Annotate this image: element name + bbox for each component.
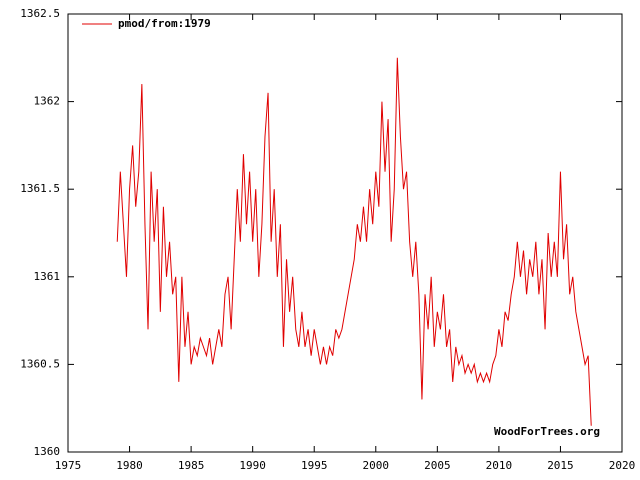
x-tick-label: 2020 bbox=[609, 459, 636, 472]
x-tick-label: 1985 bbox=[178, 459, 205, 472]
x-tick-label: 1975 bbox=[55, 459, 82, 472]
x-tick-label: 2005 bbox=[424, 459, 451, 472]
x-tick-label: 2015 bbox=[547, 459, 574, 472]
plot-frame bbox=[67, 13, 623, 453]
y-tick-label: 1362.5 bbox=[20, 7, 60, 20]
x-tick-label: 2000 bbox=[363, 459, 390, 472]
y-tick-label: 1362 bbox=[34, 95, 61, 108]
y-tick-label: 1360 bbox=[34, 445, 61, 458]
x-tick-label: 1995 bbox=[301, 459, 328, 472]
x-tick-label: 2010 bbox=[486, 459, 513, 472]
y-tick-label: 1361.5 bbox=[20, 182, 60, 195]
y-tick-label: 1361 bbox=[34, 270, 61, 283]
legend-label: pmod/from:1979 bbox=[118, 17, 211, 30]
x-tick-label: 1990 bbox=[239, 459, 266, 472]
annotation: WoodForTrees.org bbox=[494, 425, 600, 438]
data-line bbox=[116, 57, 592, 426]
y-tick-label: 1360.5 bbox=[20, 357, 60, 370]
x-tick-label: 1980 bbox=[116, 459, 143, 472]
